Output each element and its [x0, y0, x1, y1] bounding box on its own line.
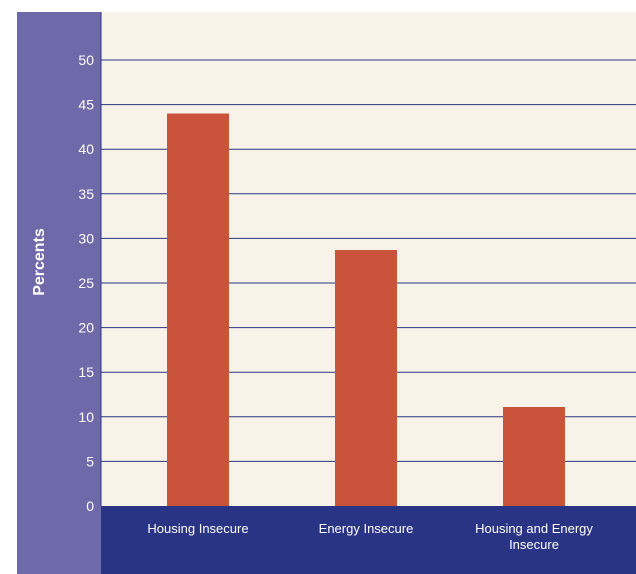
y-tick-labels: 0 5 10 15 20 25 30 35 40 45 50 — [78, 52, 94, 514]
x-category-labels: Housing Insecure Energy Insecure Housing a… — [147, 521, 593, 552]
y-tick-label: 45 — [78, 97, 94, 113]
y-tick-label: 15 — [78, 364, 94, 380]
category-label: Energy Insecure — [319, 521, 414, 536]
left-panel — [17, 12, 101, 574]
category-label: Housing Insecure — [147, 521, 248, 536]
y-tick-label: 5 — [86, 453, 94, 469]
bar-1 — [335, 249, 397, 506]
bar-2 — [503, 406, 565, 506]
y-tick-label: 10 — [78, 409, 94, 425]
y-tick-label: 35 — [78, 186, 94, 202]
y-axis-title: Percents — [31, 228, 48, 296]
y-tick-label: 0 — [86, 498, 94, 514]
category-band — [101, 506, 636, 574]
y-tick-label: 50 — [78, 52, 94, 68]
y-tick-label: 30 — [78, 230, 94, 246]
y-tick-label: 40 — [78, 141, 94, 157]
bar-0 — [167, 113, 229, 507]
y-tick-label: 20 — [78, 320, 94, 336]
y-tick-label: 25 — [78, 275, 94, 291]
bars — [167, 113, 565, 507]
category-label: Housing and Energy Insecure — [475, 521, 593, 552]
